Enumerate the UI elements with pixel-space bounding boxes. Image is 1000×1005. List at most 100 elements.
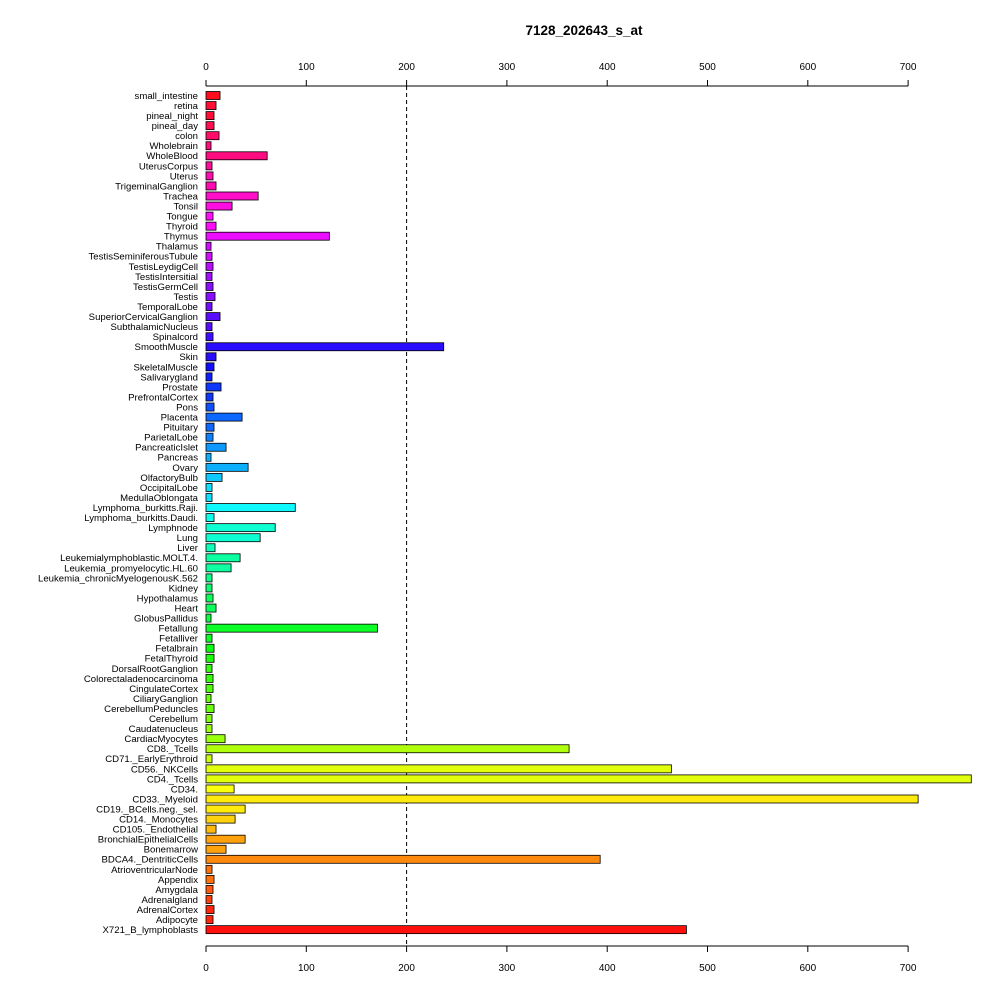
category-label: Caudatenucleus: [129, 724, 199, 735]
category-label: CD34.: [171, 784, 198, 795]
bar: [205, 583, 213, 593]
bar: [205, 784, 235, 794]
bottom-tick-label: 0: [203, 963, 209, 974]
category-label: retina: [174, 101, 199, 112]
category-label: Adipocyte: [156, 915, 198, 926]
category-label: SmoothMuscle: [135, 342, 198, 353]
category-label: CD71._EarlyErythroid: [105, 754, 198, 765]
bottom-tick-label: 700: [900, 963, 917, 974]
bar: [205, 101, 217, 110]
category-label: CD19._BCells.neg._sel.: [96, 804, 198, 815]
bar: [205, 734, 226, 744]
category-label: Testis: [173, 292, 198, 303]
category-label: Leukemialymphoblastic.MOLT.4.: [60, 553, 198, 564]
category-label: Ovary: [172, 463, 198, 474]
bar: [205, 573, 213, 583]
category-label: Uterus: [170, 171, 198, 182]
bottom-tick-label: 400: [599, 963, 616, 974]
category-label: Lymphoma_burkitts.Raji.: [93, 503, 198, 514]
category-label: AdrenalCortex: [137, 905, 199, 916]
bar: [205, 211, 214, 221]
category-label: Leukemia_chronicMyelogenousK.562: [38, 573, 198, 584]
category-label: small_intestine: [135, 91, 198, 102]
bar: [205, 824, 217, 834]
bar: [205, 643, 215, 653]
bar: [205, 91, 221, 100]
bar: [205, 382, 222, 392]
bar: [205, 764, 672, 774]
bar: [205, 292, 216, 301]
category-label: SuperiorCervicalGanglion: [89, 312, 198, 323]
bar: [205, 794, 919, 804]
bar: [205, 483, 213, 492]
bar: [205, 422, 215, 432]
bottom-tick-label: 200: [398, 963, 415, 974]
bottom-tick-label: 100: [298, 963, 315, 974]
category-label: Bonemarrow: [144, 845, 198, 856]
category-label: TrigeminalGanglion: [115, 181, 198, 192]
category-label: TestisGermCell: [133, 282, 198, 293]
category-label: Fetalliver: [159, 634, 199, 645]
bar: [205, 613, 212, 623]
category-label: Tongue: [167, 212, 198, 223]
category-label: SkeletalMuscle: [133, 362, 198, 373]
bar: [205, 131, 220, 141]
top-tick-label: 600: [799, 62, 816, 73]
category-label: Appendix: [158, 875, 198, 886]
category-label: Pituitary: [163, 423, 198, 434]
bar: [205, 663, 213, 673]
category-label: Amygdala: [155, 885, 198, 896]
bar: [205, 623, 378, 633]
bar: [205, 462, 249, 472]
category-label: X721_B_lymphoblasts: [103, 925, 199, 936]
bar: [205, 121, 215, 131]
bars: [205, 91, 972, 935]
top-tick-label: 400: [599, 62, 616, 73]
category-label: CingulateCortex: [129, 684, 198, 695]
category-label: UterusCorpus: [139, 161, 198, 172]
bar: [205, 312, 221, 322]
category-label: Wholebrain: [149, 141, 198, 152]
bar: [205, 171, 214, 181]
bar: [205, 915, 214, 924]
bar: [205, 593, 214, 603]
bar: [205, 432, 214, 442]
bar: [205, 925, 687, 935]
category-label: OlfactoryBulb: [140, 473, 198, 484]
category-label: Heart: [175, 603, 199, 614]
bar: [205, 251, 213, 261]
axes: 0 0 100 100 200 200 300 300 400 400 500 500 600 600 70…: [203, 62, 917, 974]
category-label: Skin: [179, 352, 198, 363]
bar: [205, 674, 214, 683]
bar: [205, 905, 215, 914]
category-label: Tonsil: [173, 201, 198, 212]
bar: [205, 774, 972, 784]
bar: [205, 191, 259, 201]
chart-title: 7128_202643_s_at: [525, 23, 643, 38]
top-tick-label: 300: [499, 62, 516, 73]
bar: [205, 181, 217, 191]
bar: [205, 875, 215, 884]
category-label: Placenta: [161, 413, 199, 424]
top-tick-label: 0: [203, 62, 209, 73]
category-label: WholeBlood: [146, 151, 198, 162]
category-label: BDCA4._DentriticCells: [102, 855, 199, 866]
category-label: OccipitalLobe: [140, 483, 198, 494]
category-label: PancreaticIslet: [135, 443, 198, 454]
bar: [205, 804, 246, 814]
category-label: Thalamus: [156, 242, 198, 253]
category-label: Adrenalgland: [141, 895, 198, 906]
category-label: BronchialEpithelialCells: [98, 835, 198, 846]
bar: [205, 885, 214, 894]
bar: [205, 352, 217, 362]
bar: [205, 201, 233, 211]
category-label: Pons: [176, 402, 198, 413]
category-label: TemporalLobe: [137, 302, 198, 313]
bar: [205, 553, 241, 563]
category-label: TestisSeminiferousTubule: [89, 252, 199, 263]
category-label: Thymus: [164, 232, 198, 243]
bar: [205, 684, 214, 693]
category-label: SubthalamicNucleus: [111, 322, 199, 333]
category-label: CD14._Monocytes: [119, 815, 198, 826]
